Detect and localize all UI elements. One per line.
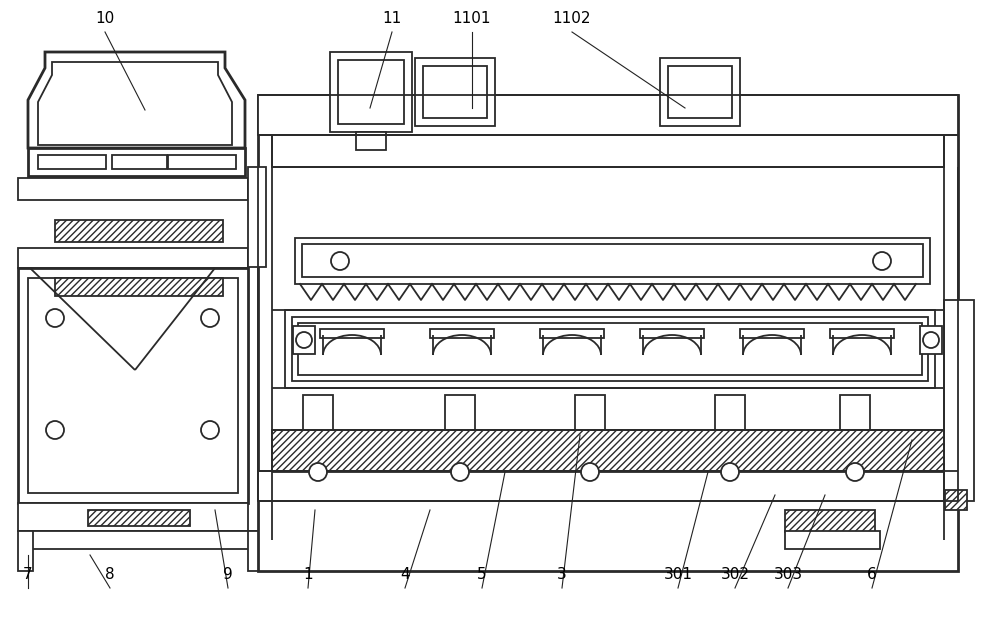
Bar xyxy=(423,66,487,118)
Circle shape xyxy=(451,463,469,481)
Bar xyxy=(668,66,732,118)
Bar xyxy=(18,503,248,531)
Text: 1102: 1102 xyxy=(553,11,591,26)
Bar xyxy=(38,155,106,169)
Text: 9: 9 xyxy=(223,567,233,582)
Bar xyxy=(112,155,167,169)
Bar xyxy=(28,148,245,176)
Polygon shape xyxy=(38,62,232,145)
Circle shape xyxy=(581,463,599,481)
Text: 7: 7 xyxy=(23,567,33,582)
Bar xyxy=(18,268,248,503)
Bar xyxy=(28,531,258,549)
Text: 8: 8 xyxy=(105,567,115,582)
Bar xyxy=(330,52,412,132)
Bar xyxy=(575,395,605,430)
Bar xyxy=(740,329,804,338)
Bar xyxy=(830,329,894,338)
Bar xyxy=(660,58,740,126)
Text: 1: 1 xyxy=(303,567,313,582)
Bar xyxy=(320,329,384,338)
Text: 1101: 1101 xyxy=(453,11,491,26)
Text: 10: 10 xyxy=(95,11,115,26)
Text: 301: 301 xyxy=(664,567,692,582)
Bar xyxy=(415,58,495,126)
Bar xyxy=(28,278,238,493)
Bar xyxy=(356,132,386,150)
Text: 302: 302 xyxy=(720,567,750,582)
Bar xyxy=(258,95,958,571)
Circle shape xyxy=(309,463,327,481)
Bar xyxy=(540,329,604,338)
Bar xyxy=(293,326,315,354)
Bar xyxy=(785,531,880,549)
Bar xyxy=(285,310,935,388)
Bar xyxy=(445,395,475,430)
Bar xyxy=(258,95,958,135)
Bar xyxy=(18,248,248,268)
Bar xyxy=(785,510,875,532)
Bar xyxy=(840,395,870,430)
Bar xyxy=(258,471,958,501)
Bar xyxy=(298,323,922,375)
Circle shape xyxy=(721,463,739,481)
Bar xyxy=(18,531,33,571)
Bar xyxy=(18,178,248,200)
Bar xyxy=(272,135,944,167)
Bar xyxy=(88,510,190,526)
Bar xyxy=(272,430,944,472)
Bar xyxy=(338,60,404,124)
Text: 3: 3 xyxy=(557,567,567,582)
Text: 4: 4 xyxy=(400,567,410,582)
Circle shape xyxy=(846,463,864,481)
Bar xyxy=(303,395,333,430)
Bar xyxy=(945,490,967,510)
Bar xyxy=(295,238,930,284)
Bar xyxy=(302,244,923,277)
Bar xyxy=(55,220,223,242)
Bar xyxy=(248,531,260,571)
Bar xyxy=(55,278,223,296)
Bar xyxy=(640,329,704,338)
Bar xyxy=(920,326,942,354)
Bar xyxy=(168,155,236,169)
Text: 6: 6 xyxy=(867,567,877,582)
Bar xyxy=(944,300,974,501)
Text: 11: 11 xyxy=(382,11,402,26)
Polygon shape xyxy=(28,52,245,148)
Bar xyxy=(715,395,745,430)
Bar xyxy=(292,317,928,381)
Text: 303: 303 xyxy=(773,567,803,582)
Bar xyxy=(248,167,266,267)
Text: 5: 5 xyxy=(477,567,487,582)
Bar xyxy=(430,329,494,338)
